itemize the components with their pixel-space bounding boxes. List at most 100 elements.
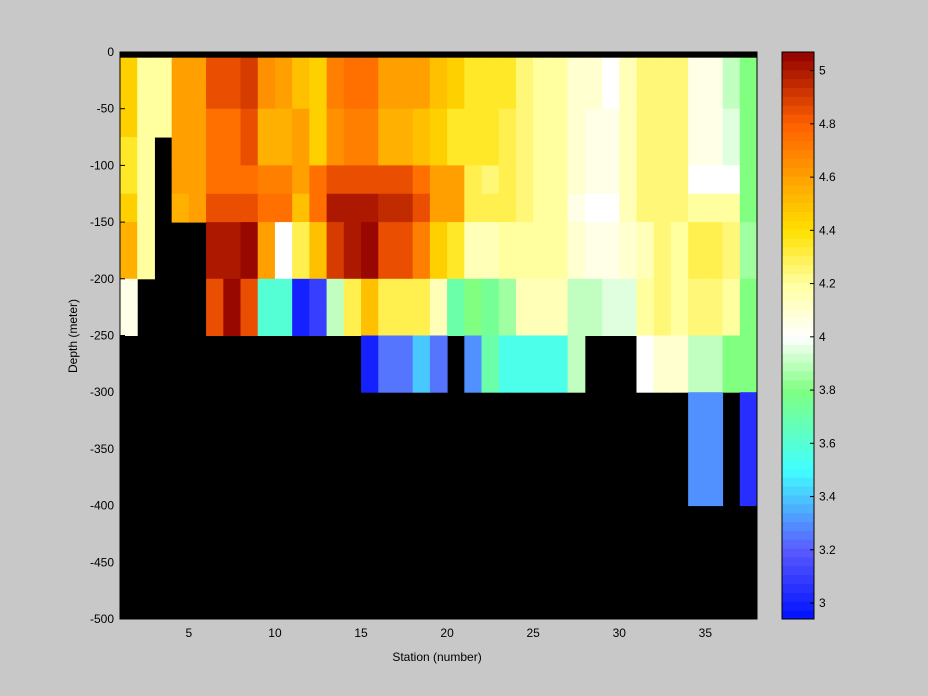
heat-cell [619, 165, 637, 195]
x-tick-label: 25 [527, 626, 541, 640]
heat-cell [688, 193, 706, 223]
heat-cell [206, 137, 224, 166]
heat-cell [705, 307, 724, 336]
heat-cell [584, 165, 603, 195]
heat-cell [464, 250, 483, 280]
heat-cell [533, 80, 551, 110]
colorbar-tick-label: 4.6 [819, 170, 836, 184]
heat-cell [223, 307, 242, 336]
heat-cell [412, 165, 431, 195]
heat-cell [739, 307, 758, 336]
heat-cell [464, 307, 483, 336]
heat-cell [619, 222, 637, 251]
heat-cell [378, 307, 396, 336]
colorbar-swatch [782, 388, 814, 399]
colorbar-swatch [782, 69, 814, 80]
heat-cell [670, 193, 689, 223]
heat-cell [378, 137, 396, 166]
heat-cell [636, 80, 655, 110]
heat-cell [343, 108, 362, 138]
heat-cell [412, 137, 431, 166]
heat-cell [309, 278, 328, 308]
heat-cell [447, 137, 465, 166]
heat-cell [670, 335, 689, 393]
heat-cell [292, 278, 310, 308]
heat-cell [412, 335, 431, 393]
heat-cell [361, 250, 379, 280]
heat-cell [120, 222, 138, 251]
heat-cell [137, 193, 155, 223]
colorbar-swatch [782, 503, 814, 514]
colorbar-swatch [782, 149, 814, 159]
heat-cell [257, 278, 276, 308]
heat-cell [705, 108, 724, 138]
heat-cell [602, 193, 620, 223]
heat-cell [705, 392, 724, 507]
heat-cell [223, 137, 242, 166]
colorbar-swatch [782, 114, 814, 124]
heat-cell [309, 57, 328, 81]
heat-cell [481, 193, 500, 223]
heat-cell [550, 278, 569, 308]
heat-cell [498, 57, 517, 81]
heat-cell [464, 335, 483, 393]
heat-cell [602, 137, 620, 166]
heat-cell [206, 193, 224, 223]
heat-cell [515, 165, 534, 195]
heat-cell [274, 80, 293, 110]
x-axis-label: Station (number) [392, 650, 481, 664]
heat-cell [361, 278, 379, 308]
y-tick-label: -350 [90, 442, 114, 456]
y-tick-label: -50 [97, 102, 115, 116]
colorbar-swatch [782, 406, 814, 416]
x-tick-label: 35 [699, 626, 713, 640]
heat-cell [171, 57, 190, 81]
colorbar-swatch [782, 105, 814, 115]
heat-cell [378, 335, 396, 393]
heat-cell [515, 108, 534, 138]
heat-cell [670, 222, 689, 251]
heat-cell [171, 80, 190, 110]
heat-cell [688, 57, 706, 81]
heat-cell [395, 222, 414, 251]
heat-cell [722, 307, 741, 336]
heat-cell [429, 335, 448, 393]
heat-cell [257, 108, 276, 138]
heat-cell [206, 222, 224, 251]
heat-cell [653, 108, 672, 138]
heat-cell [395, 193, 414, 223]
heat-cell [705, 335, 724, 393]
heat-cell [326, 137, 345, 166]
heat-cell [120, 278, 138, 308]
heat-cell [292, 108, 310, 138]
heat-cell [154, 57, 173, 81]
heat-cell [567, 137, 586, 166]
heat-cell [395, 137, 414, 166]
heat-cell [240, 278, 259, 308]
heat-cell [515, 137, 534, 166]
heat-cell [550, 108, 569, 138]
heat-cell [464, 193, 483, 223]
heat-cell [722, 250, 741, 280]
heat-cell [550, 137, 569, 166]
heat-cell [481, 307, 500, 336]
heat-cell [705, 193, 724, 223]
heat-cell [688, 307, 706, 336]
heat-cell [481, 108, 500, 138]
heat-cell [120, 307, 138, 336]
heat-cell [378, 193, 396, 223]
colorbar-swatch [782, 362, 814, 372]
colorbar-swatch [782, 512, 814, 523]
heat-cell [533, 165, 551, 195]
heat-cell [636, 278, 655, 308]
y-axis-label: Depth (meter) [66, 299, 80, 373]
heat-cell [395, 250, 414, 280]
y-tick-label: -450 [90, 555, 114, 569]
heat-cell [498, 307, 517, 336]
colorbar-swatch [782, 184, 814, 195]
heat-cell [567, 165, 586, 195]
heat-cell [154, 108, 173, 138]
heat-cell [240, 80, 259, 110]
heat-cell [481, 250, 500, 280]
colorbar-swatch [782, 539, 814, 549]
